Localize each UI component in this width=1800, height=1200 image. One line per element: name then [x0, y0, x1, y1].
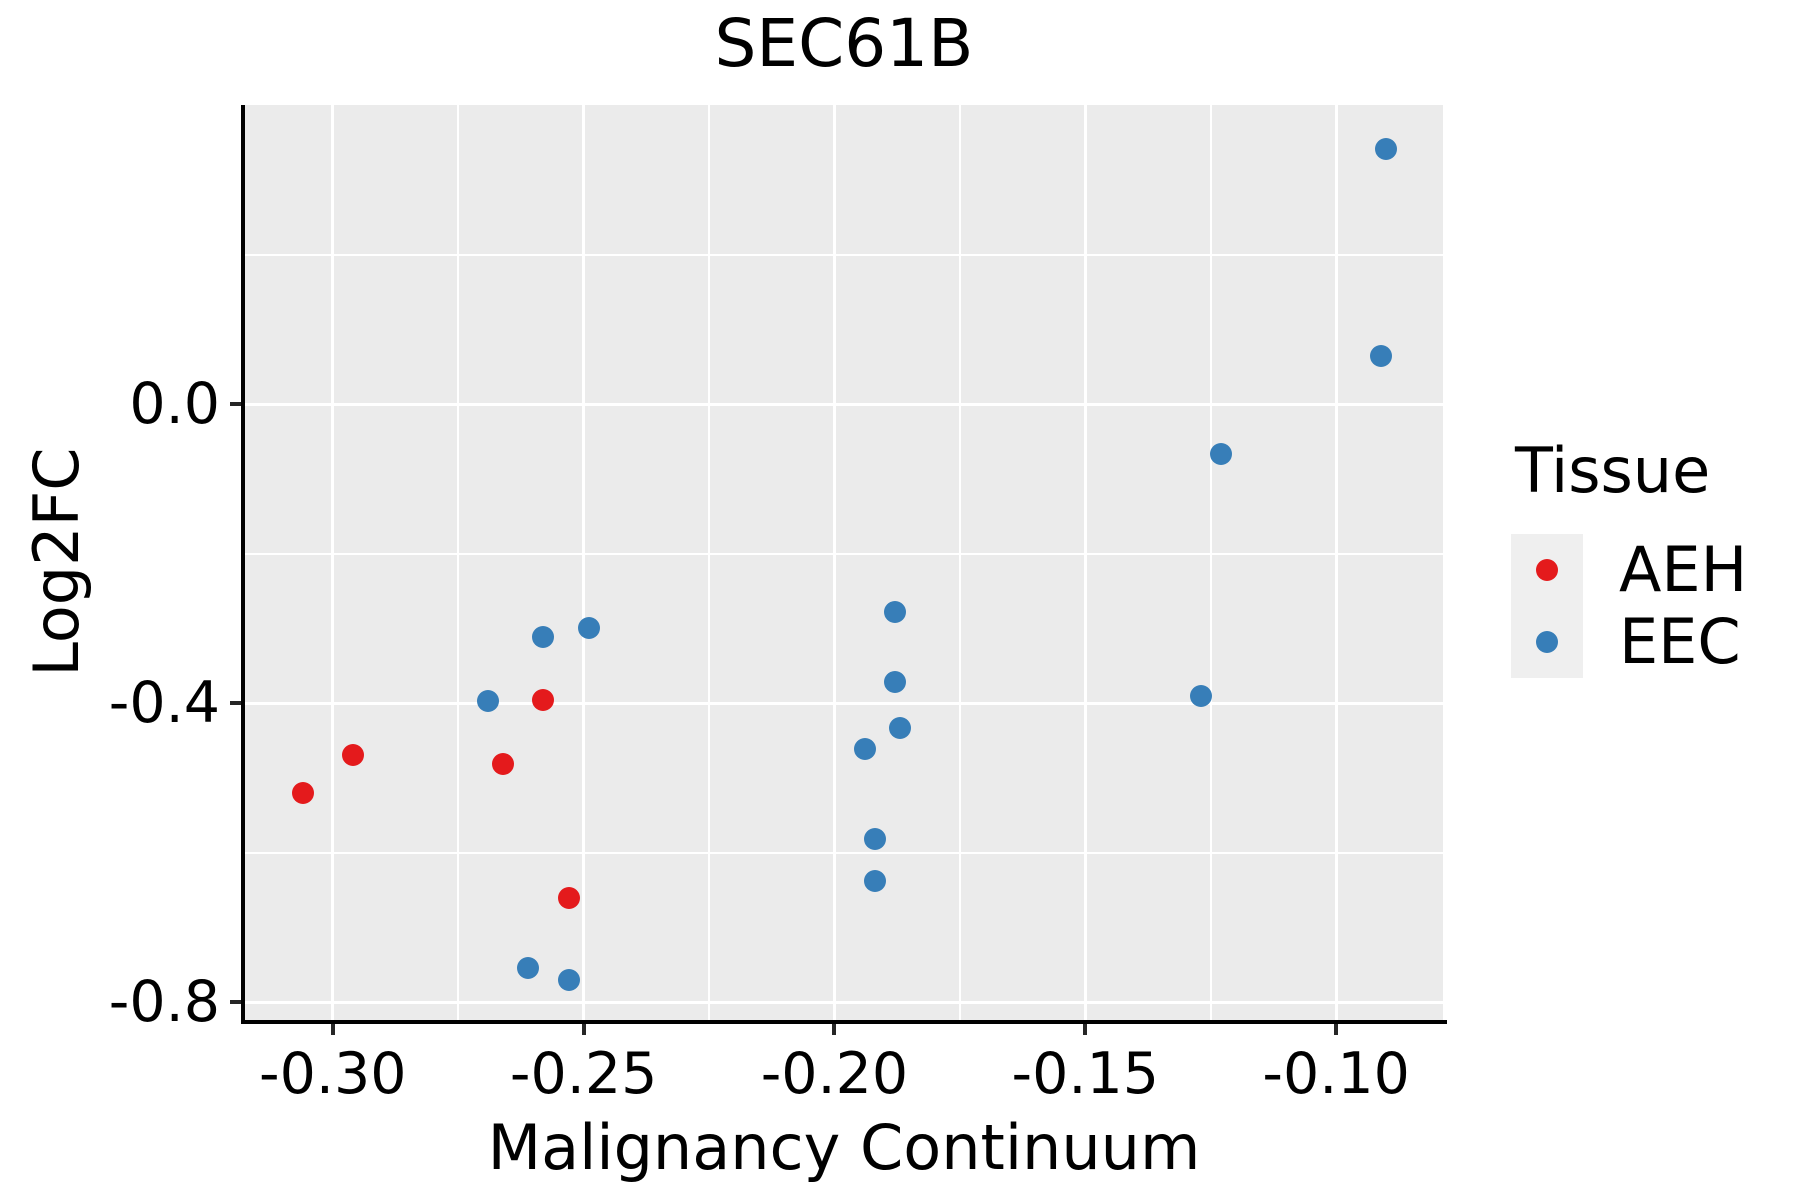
point-eec	[1209, 443, 1232, 466]
y-tick-mark	[230, 402, 241, 407]
y-axis-line	[241, 105, 245, 1024]
x-axis-line	[241, 1020, 1447, 1024]
gridline-major-x	[1083, 105, 1087, 1020]
gridline-major-x	[331, 105, 335, 1020]
x-axis-title: Malignancy Continuum	[487, 1111, 1201, 1184]
legend-title: Tissue	[1515, 434, 1711, 507]
point-eec	[853, 738, 876, 761]
gridline-minor-y	[245, 253, 1443, 256]
legend: Tissue AEH EEC	[1511, 438, 1747, 678]
plot-panel	[245, 105, 1443, 1020]
gridline-major-x	[1334, 105, 1338, 1020]
y-tick-label: -0.8	[108, 969, 220, 1036]
legend-item-aeh: AEH	[1511, 534, 1747, 606]
x-tick-mark	[330, 1024, 335, 1035]
x-tick-mark	[1083, 1024, 1088, 1035]
x-tick-label: -0.30	[259, 1041, 407, 1107]
y-tick-label: -0.4	[108, 670, 220, 737]
gridline-minor-x	[708, 105, 711, 1020]
gridline-major-x	[582, 105, 586, 1020]
legend-item-eec: EEC	[1511, 606, 1747, 678]
point-eec	[517, 956, 540, 979]
legend-keys: AEH EEC	[1511, 534, 1747, 678]
x-tick-mark	[581, 1024, 586, 1035]
point-eec	[883, 600, 906, 623]
chart-title: SEC61B	[714, 5, 974, 82]
y-axis-title: Log2FC	[20, 447, 93, 677]
y-tick-mark	[230, 701, 241, 706]
x-tick-label: -0.20	[760, 1041, 909, 1107]
point-aeh	[291, 781, 314, 804]
point-aeh	[341, 743, 364, 766]
legend-label: AEH	[1619, 533, 1748, 606]
point-eec	[532, 625, 555, 648]
gridline-minor-y	[245, 851, 1443, 854]
point-eec	[863, 869, 886, 892]
point-eec	[557, 969, 580, 992]
gridline-minor-x	[457, 105, 460, 1020]
point-eec	[863, 828, 886, 851]
gridline-minor-x	[958, 105, 961, 1020]
eec-dot-icon	[1536, 631, 1558, 653]
x-tick-label: -0.15	[1011, 1041, 1160, 1107]
gridline-major-x	[832, 105, 836, 1020]
point-eec	[477, 689, 500, 712]
point-aeh	[492, 753, 515, 776]
x-tick-label: -0.10	[1262, 1041, 1410, 1107]
aeh-dot-icon	[1536, 559, 1558, 581]
point-eec	[1375, 138, 1398, 161]
gridline-major-y	[245, 1000, 1443, 1004]
x-tick-label: -0.25	[509, 1041, 658, 1107]
legend-key-box	[1511, 534, 1583, 606]
point-eec	[577, 616, 600, 639]
point-eec	[888, 716, 911, 739]
gridline-minor-y	[245, 552, 1443, 555]
x-tick-mark	[832, 1024, 837, 1035]
legend-key-box	[1511, 606, 1583, 678]
legend-label: EEC	[1619, 605, 1741, 678]
gridline-major-y	[245, 701, 1443, 705]
y-tick-label: 0.0	[129, 371, 220, 438]
point-eec	[883, 671, 906, 694]
gridline-minor-x	[1209, 105, 1212, 1020]
gridline-major-y	[245, 402, 1443, 406]
point-eec	[1370, 345, 1393, 368]
point-aeh	[557, 887, 580, 910]
point-aeh	[532, 689, 555, 712]
y-tick-mark	[230, 1000, 241, 1005]
x-tick-mark	[1334, 1024, 1339, 1035]
point-eec	[1189, 685, 1212, 708]
